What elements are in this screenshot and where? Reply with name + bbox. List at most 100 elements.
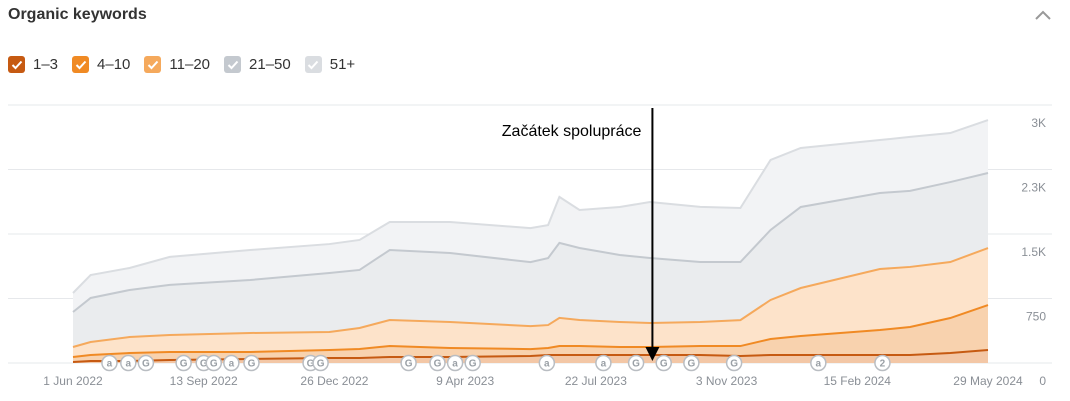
event-marker[interactable]: G bbox=[725, 354, 743, 372]
event-marker[interactable]: G bbox=[400, 354, 417, 372]
x-tick-label: 3 Nov 2023 bbox=[696, 374, 758, 388]
legend-label: 4–10 bbox=[97, 56, 131, 73]
event-label: G bbox=[660, 359, 668, 370]
legend-item[interactable]: 11–20 bbox=[144, 56, 210, 73]
event-marker[interactable]: a bbox=[595, 354, 612, 372]
legend-item[interactable]: 51+ bbox=[304, 56, 356, 73]
event-label: a bbox=[601, 359, 607, 370]
event-circle bbox=[175, 354, 192, 372]
area-line bbox=[72, 349, 989, 363]
event-marker[interactable]: a bbox=[446, 354, 464, 372]
legend-label: 21–50 bbox=[249, 56, 291, 73]
event-label: G bbox=[469, 359, 477, 370]
event-label: a bbox=[126, 359, 132, 370]
event-label: G bbox=[730, 359, 738, 370]
y-tick-label: 1.5K bbox=[1021, 245, 1046, 259]
event-marker[interactable]: G bbox=[683, 354, 700, 372]
widget-title: Organic keywords bbox=[8, 6, 147, 23]
event-circle bbox=[464, 354, 481, 372]
legend-checkbox[interactable] bbox=[8, 56, 25, 73]
event-circle bbox=[312, 354, 329, 372]
event-marker[interactable]: G bbox=[243, 354, 260, 372]
area-line bbox=[72, 172, 989, 313]
area-line bbox=[72, 119, 989, 294]
event-circle bbox=[683, 354, 700, 372]
event-circle bbox=[243, 354, 260, 372]
event-label: G bbox=[142, 359, 150, 370]
check-icon bbox=[308, 60, 319, 69]
event-label: G bbox=[248, 359, 256, 370]
area bbox=[73, 305, 988, 362]
event-label: 2 bbox=[880, 359, 886, 370]
event-marker[interactable]: a bbox=[120, 354, 137, 372]
check-icon bbox=[227, 60, 238, 69]
area bbox=[73, 120, 988, 313]
event-marker[interactable]: G bbox=[429, 354, 446, 372]
event-marker[interactable]: a bbox=[223, 354, 240, 372]
x-tick-label: 1 Jun 2022 bbox=[43, 374, 103, 388]
collapse-button[interactable] bbox=[1034, 8, 1052, 22]
event-label: a bbox=[229, 359, 235, 370]
legend-checkbox[interactable] bbox=[304, 56, 322, 73]
annotation-text: Začátek spolupráce bbox=[502, 123, 642, 140]
event-marker[interactable]: a bbox=[810, 354, 827, 372]
event-marker[interactable]: G bbox=[464, 354, 481, 372]
event-label: G bbox=[687, 359, 695, 370]
y-tick-label: 2.3K bbox=[1021, 181, 1046, 195]
legend: 1–3 4–10 11–20 21–50 51+ bbox=[8, 56, 355, 73]
event-circle bbox=[120, 354, 137, 372]
legend-checkbox[interactable] bbox=[144, 56, 162, 73]
legend-item[interactable]: 1–3 bbox=[8, 56, 58, 73]
legend-checkbox[interactable] bbox=[72, 56, 90, 73]
x-tick-label: 9 Apr 2023 bbox=[436, 374, 494, 388]
area bbox=[73, 173, 988, 348]
event-marker[interactable]: a bbox=[538, 354, 556, 372]
y-tick-label: 0 bbox=[1039, 374, 1046, 388]
event-circle bbox=[810, 354, 827, 372]
event-circle bbox=[874, 354, 891, 372]
legend-item[interactable]: 4–10 bbox=[72, 56, 130, 73]
check-icon bbox=[147, 60, 159, 69]
event-label: G bbox=[405, 359, 413, 370]
event-circle bbox=[429, 354, 446, 372]
legend-item[interactable]: 21–50 bbox=[224, 56, 291, 73]
event-circle bbox=[627, 354, 645, 372]
event-marker[interactable]: 2 bbox=[874, 354, 891, 372]
event-marker[interactable]: G bbox=[205, 354, 223, 372]
legend-label: 51+ bbox=[329, 56, 356, 73]
event-label: G bbox=[434, 359, 442, 370]
event-circle bbox=[400, 354, 417, 372]
event-label: a bbox=[107, 359, 113, 370]
event-circle bbox=[223, 354, 240, 372]
event-label: a bbox=[816, 359, 822, 370]
legend-checkbox[interactable] bbox=[224, 56, 242, 73]
event-circle bbox=[725, 354, 743, 372]
event-label: G bbox=[210, 359, 218, 370]
event-marker[interactable]: a bbox=[101, 354, 118, 372]
event-circle bbox=[446, 354, 464, 372]
area-line bbox=[72, 247, 989, 348]
event-circle bbox=[595, 354, 612, 372]
y-tick-label: 750 bbox=[1026, 310, 1046, 324]
event-marker[interactable]: G bbox=[312, 354, 329, 372]
x-tick-label: 22 Jul 2023 bbox=[565, 374, 627, 388]
event-circle bbox=[205, 354, 223, 372]
annotation-arrowhead bbox=[645, 347, 660, 361]
x-tick-label: 15 Feb 2024 bbox=[824, 374, 892, 388]
event-marker[interactable]: G bbox=[137, 354, 155, 372]
event-circle bbox=[538, 354, 556, 372]
event-label: a bbox=[452, 359, 458, 370]
area-line bbox=[72, 304, 989, 358]
event-label: G bbox=[317, 359, 325, 370]
legend-label: 11–20 bbox=[169, 56, 211, 73]
event-marker[interactable]: G bbox=[655, 354, 672, 372]
event-marker[interactable]: G bbox=[627, 354, 645, 372]
event-label: G bbox=[200, 359, 208, 370]
legend-label: 1–3 bbox=[33, 56, 59, 73]
event-label: G bbox=[632, 359, 640, 370]
area bbox=[73, 248, 988, 357]
event-marker[interactable]: G bbox=[175, 354, 192, 372]
check-icon bbox=[11, 60, 22, 69]
event-label: a bbox=[544, 359, 550, 370]
